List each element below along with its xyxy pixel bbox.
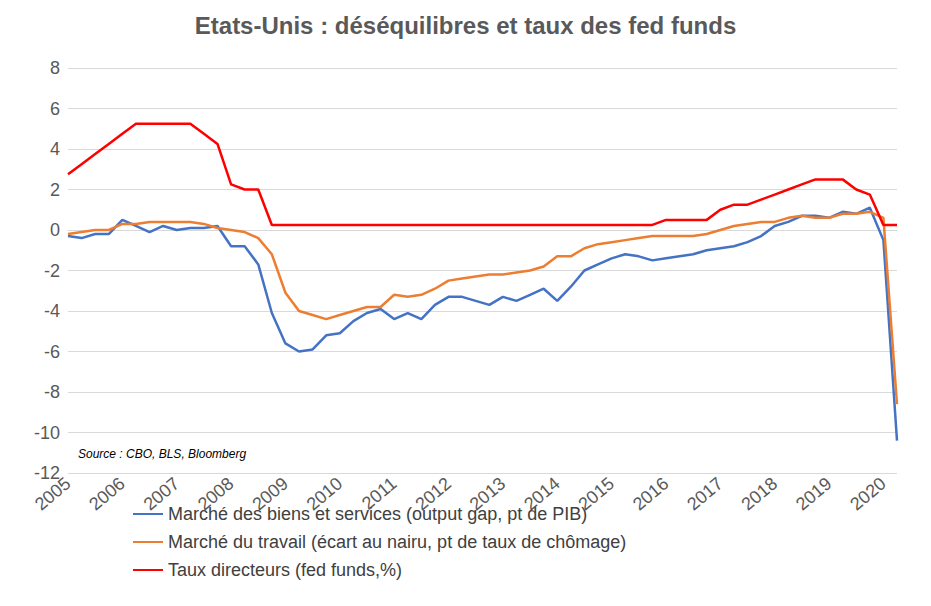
svg-text:8: 8 [50,58,60,78]
svg-text:2015: 2015 [574,473,618,515]
svg-text:Etats-Unis : déséquilibres et: Etats-Unis : déséquilibres et taux des f… [195,12,736,39]
svg-text:2009: 2009 [248,473,292,515]
svg-text:2020: 2020 [846,473,890,514]
svg-text:2018: 2018 [738,473,782,514]
svg-text:-6: -6 [44,342,60,362]
svg-text:2007: 2007 [139,473,184,515]
svg-text:2019: 2019 [792,473,836,514]
svg-text:-12: -12 [34,463,60,483]
svg-text:2012: 2012 [411,473,455,515]
svg-text:0: 0 [50,220,60,240]
svg-text:Marché du travail (écart au na: Marché du travail (écart au nairu, pt de… [168,532,626,552]
svg-text:Marché des biens et services (: Marché des biens et services (output gap… [168,504,587,524]
svg-text:-4: -4 [44,301,60,321]
svg-text:2013: 2013 [465,473,510,515]
svg-text:-2: -2 [44,261,60,281]
svg-text:-10: -10 [34,423,60,443]
svg-text:2017: 2017 [683,473,727,514]
svg-text:2014: 2014 [520,473,564,515]
svg-text:2008: 2008 [194,473,238,515]
svg-text:4: 4 [50,139,60,159]
svg-text:Source : CBO, BLS, Bloomberg: Source : CBO, BLS, Bloomberg [78,447,246,461]
svg-text:2011: 2011 [358,473,401,514]
svg-text:-8: -8 [44,382,60,402]
svg-text:Taux directeurs (fed funds,%): Taux directeurs (fed funds,%) [168,560,402,580]
svg-text:2006: 2006 [85,473,129,514]
svg-text:2005: 2005 [31,473,75,514]
svg-text:2010: 2010 [302,473,347,515]
svg-text:6: 6 [50,99,60,119]
svg-text:2: 2 [50,180,60,200]
svg-text:2016: 2016 [629,473,673,514]
